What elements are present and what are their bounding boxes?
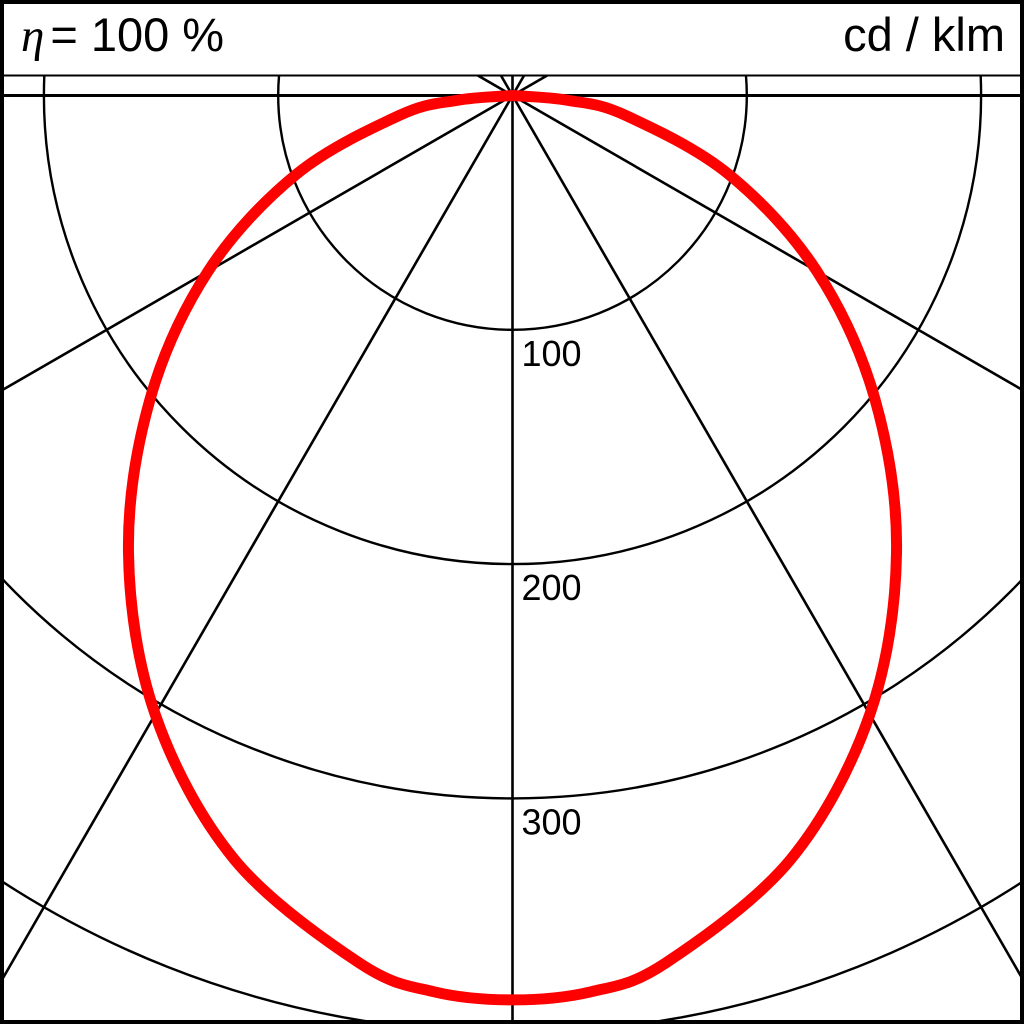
efficiency-label: η = 100 %	[21, 9, 224, 63]
ring-label-100: 100	[522, 333, 582, 374]
radial-line-330	[0, 94, 514, 986]
radial-line-60	[511, 94, 1024, 393]
ring-label-300: 300	[522, 801, 582, 842]
efficiency-value: = 100 %	[50, 8, 225, 61]
radial-line-300	[0, 94, 514, 393]
radial-line-30	[511, 94, 1024, 985]
eta-symbol: η	[21, 10, 45, 62]
intensity-distribution-curve	[122, 90, 903, 1006]
ring-label-200: 200	[522, 567, 582, 608]
unit-label: cd / klm	[843, 8, 1005, 61]
